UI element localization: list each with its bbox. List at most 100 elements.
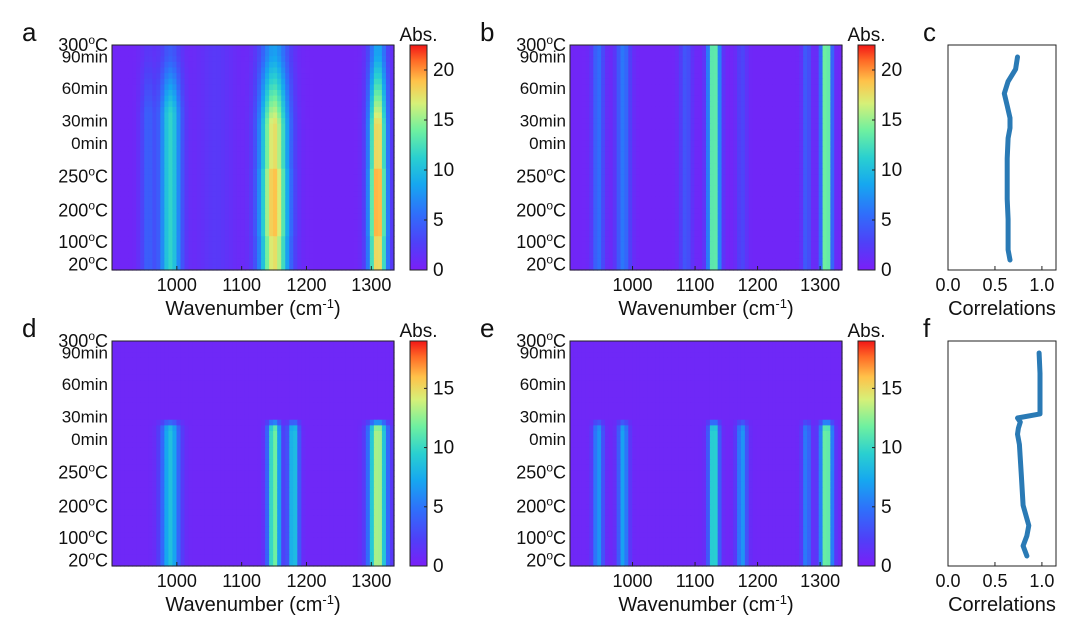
heatmap-cell — [156, 174, 161, 181]
heatmap-cell — [601, 208, 606, 215]
heatmap-cell — [744, 90, 750, 97]
heatmap-cell — [744, 213, 750, 220]
heatmap-cell — [772, 84, 777, 91]
heatmap-cell — [345, 247, 351, 254]
heatmap-cell — [779, 185, 785, 192]
heatmap-cell — [674, 123, 680, 130]
heatmap-cell — [188, 84, 194, 91]
heatmap-cell — [737, 90, 742, 97]
heatmap-cell — [325, 112, 331, 119]
heatmap-cell — [768, 213, 773, 220]
heatmap-cell — [744, 84, 750, 91]
heatmap-cell — [192, 191, 198, 198]
heatmap-cell — [733, 106, 738, 114]
heatmap-cell — [365, 230, 371, 237]
heatmap-cell — [309, 168, 315, 175]
heatmap-cell — [601, 123, 606, 130]
heatmap-cell — [628, 213, 633, 220]
heatmap-cell — [293, 185, 298, 192]
heatmap-cell — [240, 157, 246, 164]
heatmap-cell — [216, 168, 222, 175]
heatmap-cell — [317, 118, 323, 125]
heatmap-cell — [772, 174, 777, 181]
heatmap-cell — [285, 112, 290, 119]
heatmap-cell — [381, 56, 387, 63]
heatmap-cell — [826, 163, 831, 170]
heatmap-cell — [651, 202, 657, 209]
heatmap-cell — [128, 78, 133, 85]
heatmap-cell — [152, 185, 157, 192]
heatmap-cell — [232, 95, 238, 102]
heatmap-cell — [369, 230, 375, 237]
heatmap-cell — [597, 84, 602, 91]
heatmap-cell — [651, 112, 657, 119]
heatmap-cell — [301, 236, 306, 243]
heatmap-cell — [608, 112, 614, 119]
heatmap-cell — [740, 56, 746, 63]
heatmap-cell — [775, 101, 781, 108]
heatmap-cell — [779, 163, 785, 170]
heatmap-cell — [261, 163, 266, 170]
heatmap-cell — [385, 61, 391, 69]
heatmap-cell — [830, 135, 835, 142]
heatmap-cell — [228, 191, 234, 198]
heatmap-cell — [349, 202, 355, 209]
heatmap-cell — [285, 202, 290, 209]
heatmap-cell — [297, 106, 302, 114]
heatmap-cell — [663, 151, 668, 159]
heatmap-cell — [333, 50, 339, 57]
heatmap-cell — [764, 191, 769, 198]
heatmap-cell — [608, 78, 614, 85]
heatmap-cell — [353, 45, 359, 52]
heatmap-cell — [822, 129, 828, 136]
heatmap-cell — [317, 241, 323, 249]
heatmap-cell — [160, 163, 165, 170]
heatmap-cell — [224, 146, 230, 153]
heatmap-cell — [345, 84, 351, 91]
heatmap-cell — [156, 213, 161, 220]
heatmap-cell — [341, 90, 347, 97]
heatmap-cell — [601, 168, 606, 175]
heatmap-cell — [244, 157, 250, 164]
heatmap-cell — [361, 168, 367, 175]
heatmap-cell — [381, 112, 387, 119]
heatmap-cell — [188, 78, 194, 85]
heatmap-cell — [706, 174, 711, 181]
heatmap-cell — [329, 45, 335, 52]
heatmap-cell — [148, 73, 153, 80]
heatmap-cell — [721, 208, 727, 215]
heatmap-cell — [261, 146, 266, 153]
heatmap-cell — [826, 185, 831, 192]
heatmap-cell — [361, 129, 367, 136]
heatmap-cell — [196, 247, 202, 254]
heatmap-cell — [265, 213, 270, 220]
heatmap-cell — [826, 95, 831, 102]
heatmap-cell — [686, 101, 692, 108]
heatmap-cell — [709, 45, 715, 52]
heatmap-cell — [128, 168, 133, 175]
heatmap-cell — [671, 45, 676, 52]
heatmap-cell — [281, 236, 286, 243]
heatmap-cell — [156, 140, 161, 147]
heatmap-cell — [647, 101, 653, 108]
heatmap-cell — [188, 258, 194, 265]
heatmap-cell — [212, 168, 218, 175]
heatmap-cell — [570, 106, 575, 114]
heatmap-cell — [768, 180, 773, 187]
heatmap-cell — [293, 101, 298, 108]
heatmap-cell — [325, 157, 331, 164]
heatmap-cell — [713, 208, 719, 215]
heatmap-cell — [281, 73, 286, 80]
heatmap-cell — [643, 140, 649, 147]
heatmap-cell — [721, 112, 727, 119]
heatmap-cell — [597, 67, 602, 74]
heatmap-cell — [341, 106, 347, 114]
heatmap-cell — [713, 163, 719, 170]
heatmap-cell — [269, 230, 274, 237]
heatmap-cell — [128, 157, 133, 164]
heatmap-cell — [148, 163, 153, 170]
heatmap-cell — [369, 78, 375, 85]
heatmap-cell — [807, 185, 812, 192]
heatmap-cell — [674, 78, 680, 85]
heatmap-cell — [124, 112, 129, 119]
